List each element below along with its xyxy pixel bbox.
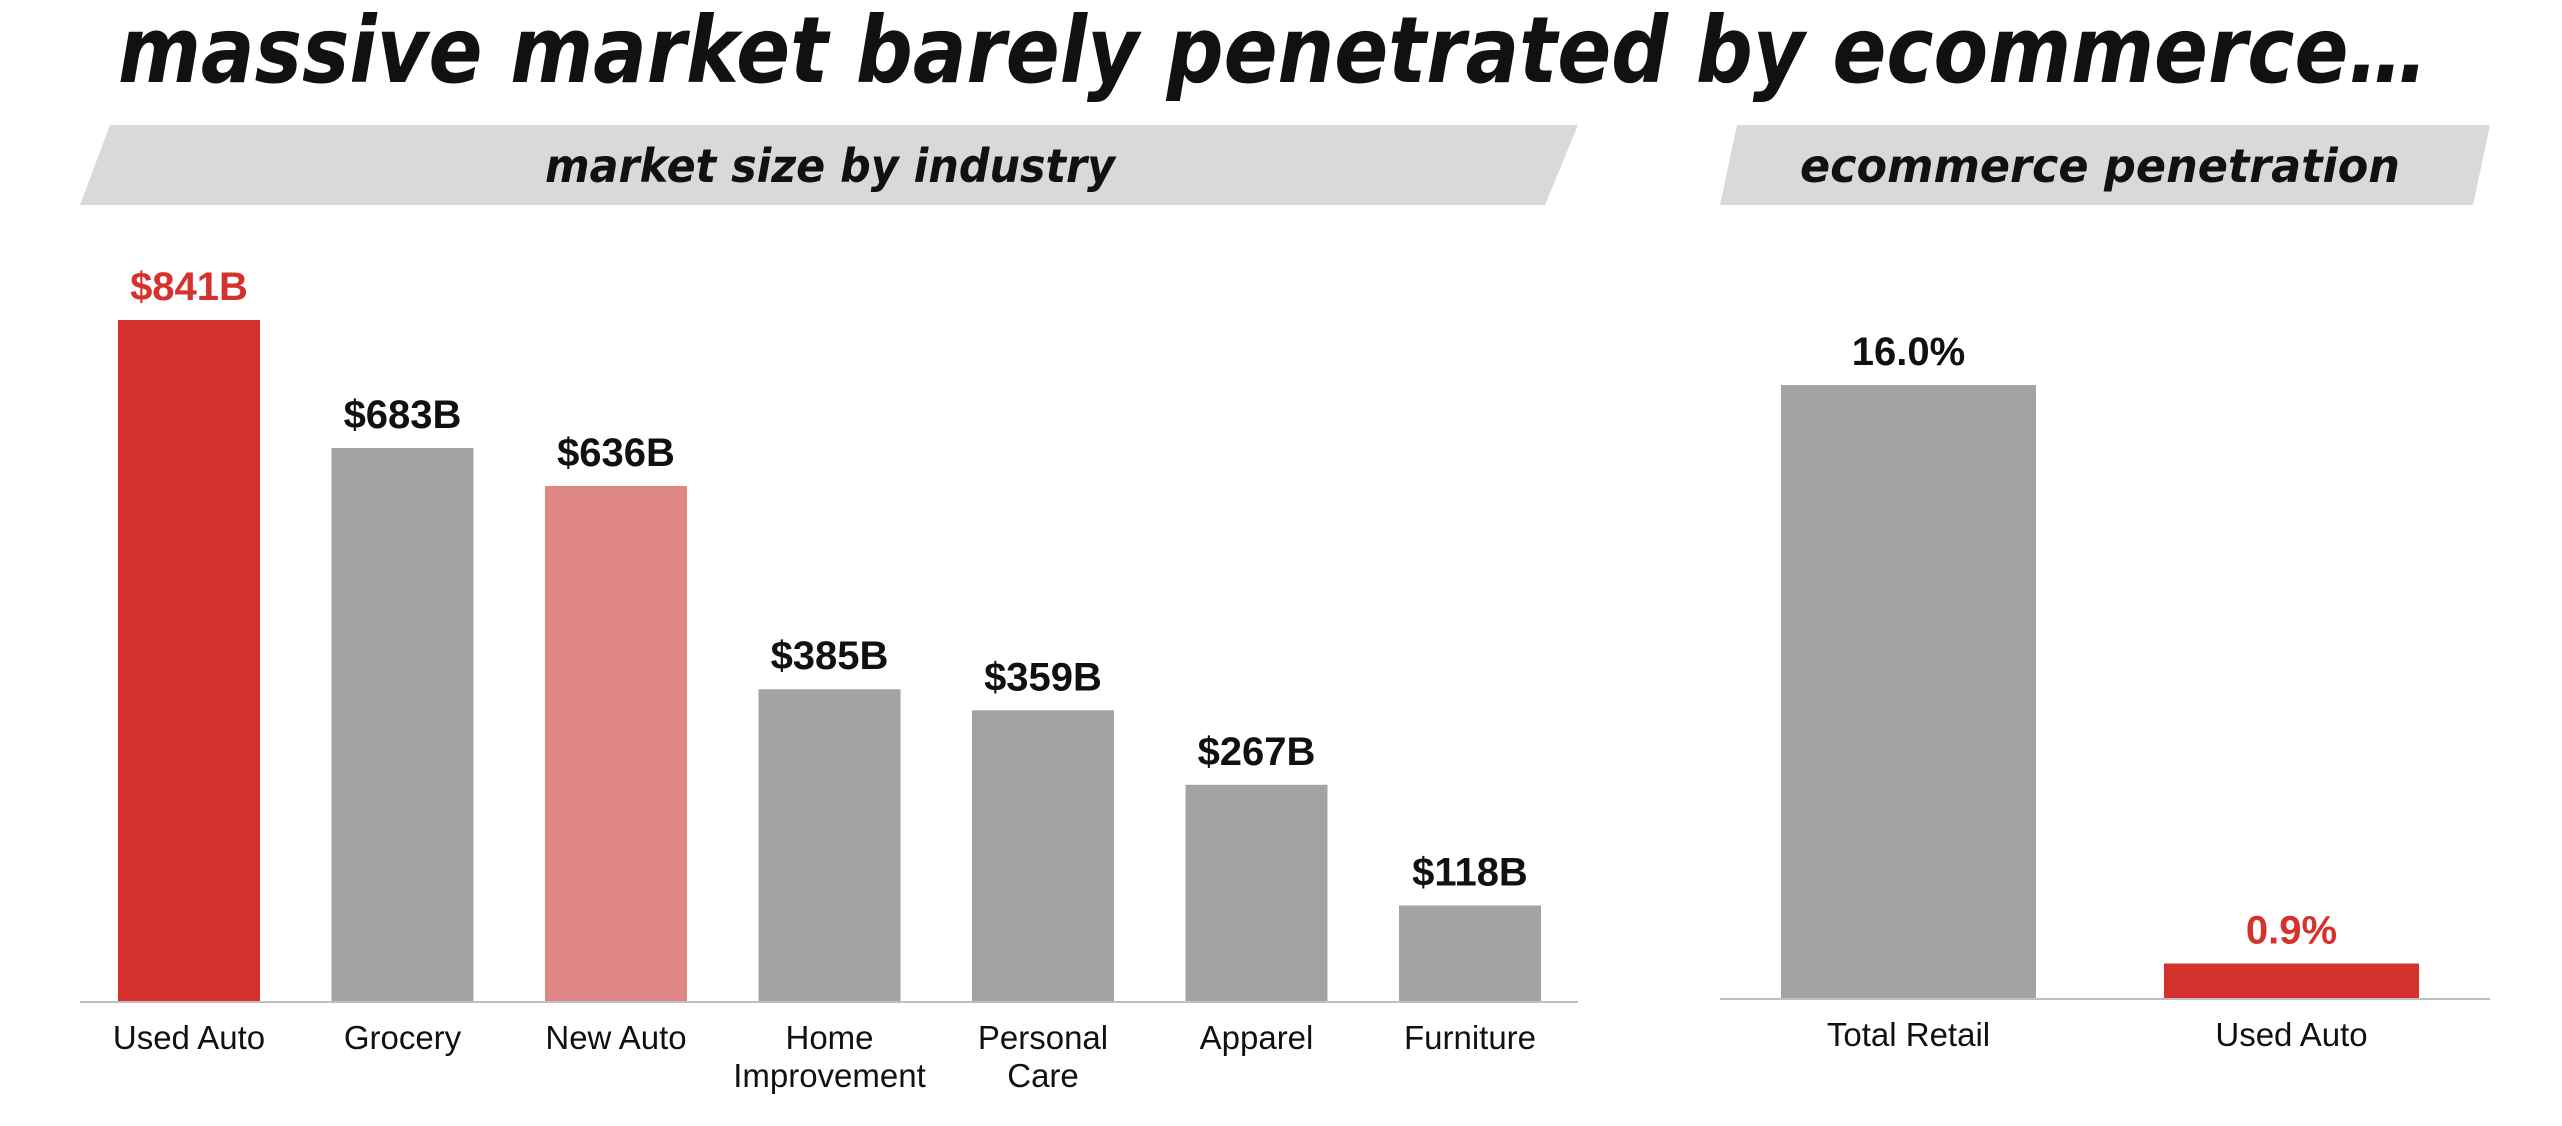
market-size-category-label-line: Grocery [344, 1019, 462, 1056]
ecommerce-penetration-chart: ecommerce penetration 16.0% Total Retail 0… [1720, 125, 2490, 1053]
market-size-bar-new-auto [545, 485, 687, 1002]
ecommerce-penetration-category-label-total-retail: Total Retail [1827, 1016, 1990, 1053]
market-size-category-label-new-auto: New Auto [545, 1019, 686, 1056]
ecommerce-penetration-banner [1720, 125, 2490, 205]
market-size-chart-title: market size by industry [545, 139, 1117, 193]
market-size-bar-apparel [1185, 784, 1328, 1001]
market-size-category-label-furniture: Furniture [1404, 1019, 1536, 1056]
market-size-value-label-grocery: $683B [344, 393, 462, 437]
market-size-bar-furniture [1399, 905, 1541, 1001]
market-size-category-label-home-improvement: Home Improvement [733, 1019, 926, 1094]
market-size-chart: market size by industry $841B Used Auto $6… [80, 125, 1578, 1094]
market-size-category-label-apparel: Apparel [1200, 1019, 1314, 1056]
market-size-banner [80, 125, 1578, 205]
market-size-category-label-grocery: Grocery [344, 1019, 462, 1056]
market-size-bars: $841B Used Auto $683B Grocery $636B New Auto $… [113, 265, 1541, 1094]
market-size-category-label-line: Furniture [1404, 1019, 1536, 1056]
ecommerce-penetration-bar-total-retail [1781, 385, 2036, 998]
slide-title: massive market barely penetrated by ecom… [118, 0, 2428, 104]
ecommerce-penetration-value-label-total-retail: 16.0% [1852, 330, 1965, 374]
market-size-value-label-home-improvement: $385B [771, 634, 889, 678]
ecommerce-penetration-bar-used-auto [2164, 963, 2419, 998]
market-size-value-label-new-auto: $636B [557, 431, 675, 475]
market-size-category-label-line: New Auto [545, 1019, 686, 1056]
ecommerce-penetration-bars: 16.0% Total Retail 0.9% Used Auto [1781, 330, 2419, 1053]
ecommerce-penetration-chart-title: ecommerce penetration [1800, 139, 2400, 193]
market-size-bar-grocery [331, 447, 474, 1001]
ecommerce-penetration-category-label-line: Used Auto [2215, 1016, 2367, 1053]
market-size-value-label-personal-care: $359B [984, 655, 1102, 699]
market-size-value-label-used-auto: $841B [130, 265, 248, 309]
market-size-category-label-line: Apparel [1200, 1019, 1314, 1056]
market-size-bar-personal-care [972, 710, 1114, 1001]
market-size-category-label-personal-care: Personal Care [978, 1019, 1108, 1094]
market-size-bar-used-auto [118, 320, 260, 1001]
market-size-category-label-line: Personal [978, 1019, 1108, 1056]
market-size-category-label-used-auto: Used Auto [113, 1019, 265, 1056]
ecommerce-penetration-category-label-used-auto: Used Auto [2215, 1016, 2367, 1053]
market-size-bar-home-improvement [758, 689, 901, 1001]
market-size-category-label-line: Home [785, 1019, 873, 1056]
ecommerce-penetration-category-label-line: Total Retail [1827, 1016, 1990, 1053]
ecommerce-penetration-value-label-used-auto: 0.9% [2246, 909, 2337, 953]
market-size-category-label-line: Care [1007, 1057, 1079, 1094]
market-size-value-label-furniture: $118B [1412, 850, 1528, 894]
market-size-category-label-line: Used Auto [113, 1019, 265, 1056]
market-size-value-label-apparel: $267B [1198, 730, 1316, 774]
market-size-category-label-line: Improvement [733, 1057, 926, 1094]
